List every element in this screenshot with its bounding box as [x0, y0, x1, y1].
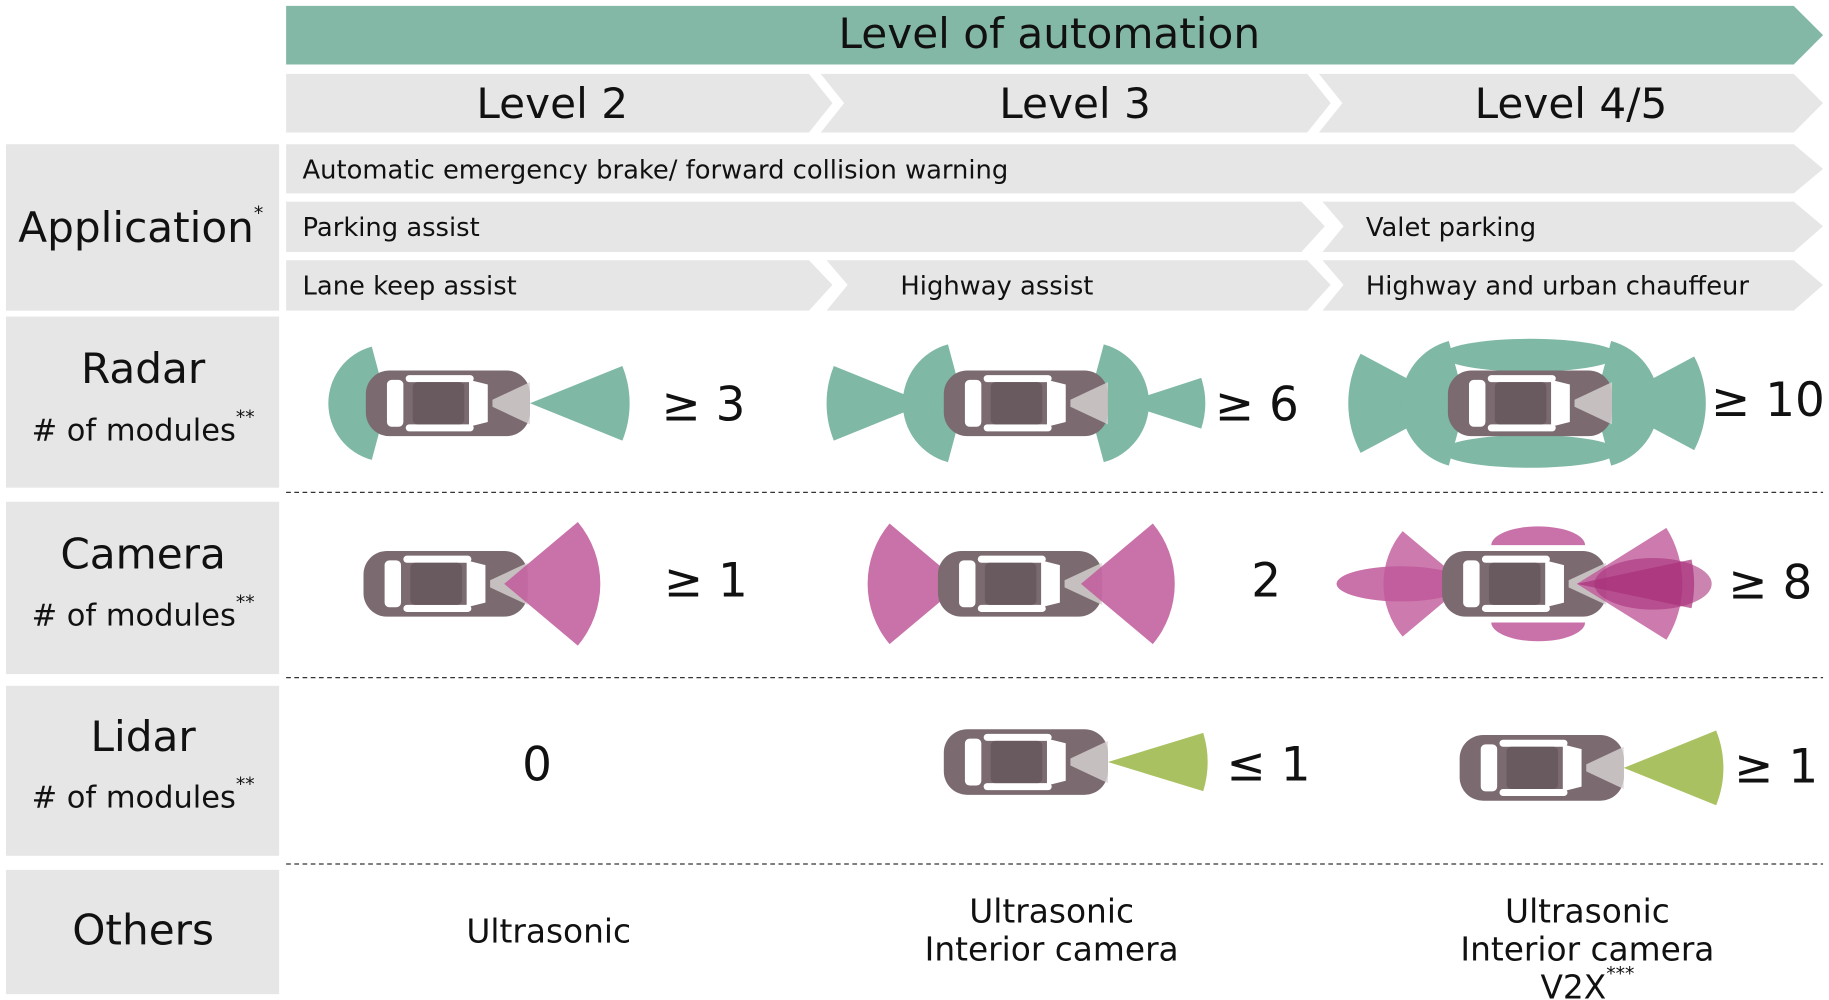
module-count: ≥ 8 [1728, 556, 1812, 611]
sensor-cone [902, 344, 964, 463]
row-label-box [5, 685, 280, 856]
sensor-cone [1107, 732, 1208, 792]
sensor-lobe [1594, 558, 1712, 610]
footnote-mark: ** [236, 407, 255, 428]
module-count: ≥ 6 [1215, 377, 1299, 432]
sensor-cone [1383, 531, 1466, 637]
sensor-lobe [1442, 434, 1618, 468]
application-bar [1322, 260, 1824, 311]
sensor-lobe [1491, 622, 1586, 642]
module-count: ≤ 1 [1227, 737, 1311, 792]
sensor-cone [867, 523, 962, 645]
row-label-box [5, 144, 280, 311]
module-count: ≥ 3 [661, 377, 745, 432]
row-label-text: Application [18, 202, 254, 251]
module-count: ≥ 1 [664, 553, 748, 608]
row-label: Lidar [91, 712, 197, 761]
sensor-cone [826, 365, 927, 441]
sensor-cone [504, 522, 601, 646]
others-item: Interior camera [925, 930, 1179, 968]
footnote-mark: *** [1606, 964, 1634, 985]
application-item: Highway assist [900, 272, 1093, 302]
row-sublabel: # of modules** [32, 407, 255, 448]
level-label: Level 2 [476, 79, 628, 128]
level-chevron [820, 73, 1331, 133]
row-label-box [5, 501, 280, 675]
sensor-cone [328, 346, 387, 460]
sensor-cone [1401, 341, 1466, 466]
sensor-cone [1623, 730, 1724, 806]
row-sublabel: # of modules** [32, 774, 255, 815]
sensor-lobe [1491, 526, 1586, 546]
header-title: Level of automation [839, 9, 1261, 58]
sensor-cone [1088, 344, 1149, 463]
footnote-mark: ** [236, 592, 255, 613]
row-sublabel: # of modules** [32, 592, 255, 633]
module-count: 0 [522, 737, 552, 792]
application-bar [286, 144, 1824, 194]
level-label: Level 3 [999, 79, 1151, 128]
module-count: 2 [1251, 553, 1281, 608]
row-sublabel-text: # of modules [32, 780, 236, 815]
sensor-cone [1080, 523, 1175, 645]
application-item: Valet parking [1366, 213, 1536, 243]
row-label: Radar [81, 344, 206, 393]
sensor-cone [1123, 377, 1206, 429]
row-label: Camera [60, 529, 226, 578]
car [943, 370, 1108, 437]
sensor-cone [529, 365, 630, 441]
car [365, 370, 530, 437]
level-chevron [1318, 73, 1824, 133]
level-label: Level 4/5 [1475, 79, 1668, 128]
sensor-lobe [1442, 338, 1618, 372]
others-item-text: V2X [1540, 968, 1606, 1000]
application-bar [286, 201, 1325, 253]
others-item: V2X*** [1540, 964, 1634, 1000]
footnote-mark: * [254, 203, 263, 224]
car [1447, 370, 1613, 437]
footnote-mark: ** [236, 774, 255, 795]
module-count: ≥ 1 [1734, 740, 1818, 795]
car [937, 550, 1103, 617]
application-item: Automatic emergency brake/ forward colli… [303, 156, 1009, 186]
module-count: ≥ 10 [1711, 373, 1825, 428]
application-bar [1322, 201, 1824, 253]
level-chevron [286, 73, 833, 133]
application-item: Highway and urban chauffeur [1366, 272, 1750, 302]
car [1459, 735, 1624, 801]
others-item: Interior camera [1460, 930, 1714, 968]
row-sublabel-text: # of modules [32, 598, 236, 633]
others-item: Ultrasonic [969, 893, 1134, 931]
row-label: Application* [18, 202, 263, 251]
application-item: Parking assist [303, 213, 480, 243]
sensor-cone [1594, 341, 1659, 466]
application-bar [286, 260, 833, 311]
car [363, 550, 528, 617]
application-bar [826, 260, 1331, 311]
application-item: Lane keep assist [303, 272, 517, 302]
others-item: Ultrasonic [466, 913, 631, 951]
row-sublabel-text: # of modules [32, 413, 236, 448]
header-arrow [286, 5, 1824, 65]
row-label-box [5, 869, 280, 995]
car [943, 729, 1108, 795]
others-item: Ultrasonic [1505, 893, 1670, 931]
row-label-box [5, 316, 280, 488]
row-label: Others [72, 906, 214, 955]
